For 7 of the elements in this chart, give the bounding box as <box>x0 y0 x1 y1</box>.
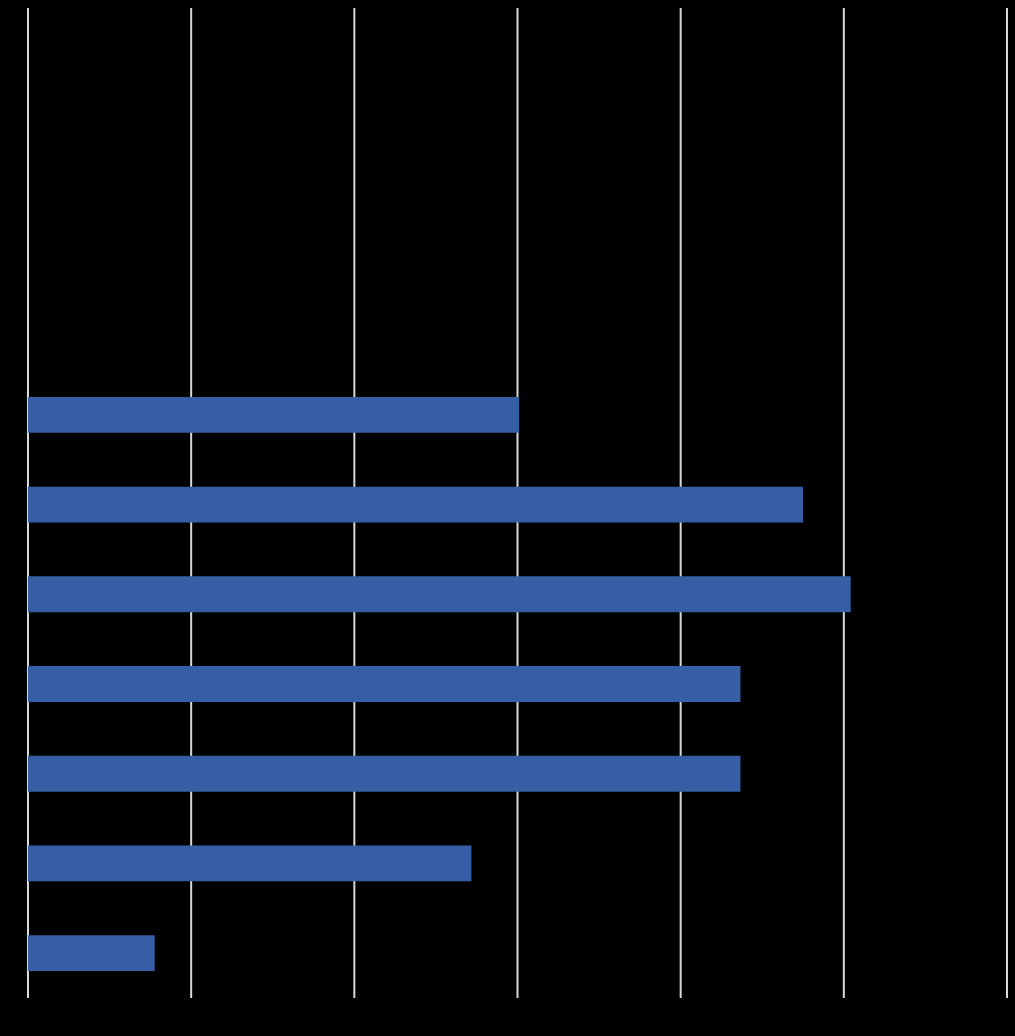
bar <box>28 845 472 882</box>
bar <box>28 935 155 972</box>
bar <box>28 396 520 433</box>
bar <box>28 755 741 792</box>
bar <box>28 576 851 613</box>
bar <box>28 666 741 702</box>
bar <box>28 486 803 523</box>
